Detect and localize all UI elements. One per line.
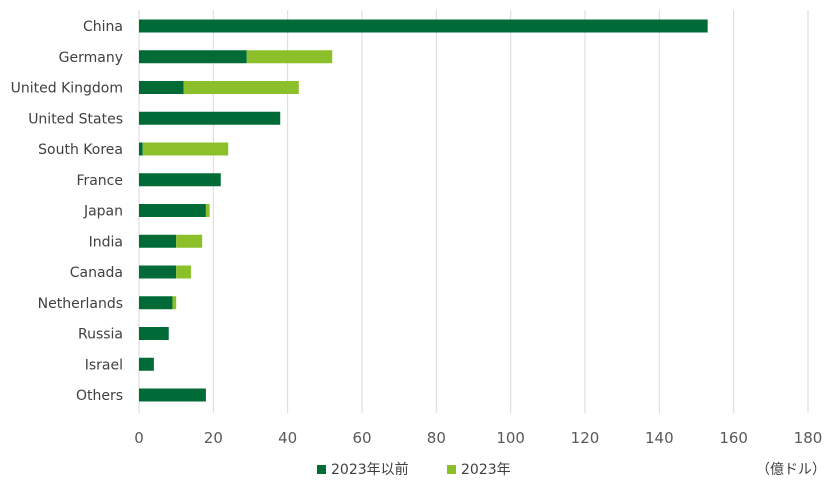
category-label-canada: Canada [70, 265, 123, 281]
x-tick-label: 80 [427, 429, 446, 447]
category-label-south-korea: South Korea [38, 142, 123, 158]
x-tick-label: 0 [134, 429, 144, 447]
category-label-netherlands: Netherlands [38, 296, 123, 312]
x-tick-label: 20 [204, 429, 223, 447]
bar-south-korea-series-1 [142, 142, 229, 156]
bar-united-kingdom-series-1 [183, 81, 299, 94]
bar-israel-series-0 [139, 357, 154, 371]
category-label-united-states: United States [28, 111, 123, 127]
bar-japan-series-1 [205, 204, 210, 217]
unit-label: （億ドル） [756, 462, 826, 478]
legend-label-2023: 2023年 [461, 462, 511, 478]
x-tick-labels: 0 20 40 60 80 100 120 140 160 180 [134, 429, 822, 447]
legend-swatch-2023 [447, 465, 456, 474]
bar-canada-series-0 [139, 265, 177, 279]
legend: 2023年以前 2023年 [317, 461, 511, 478]
bar-canada-series-1 [176, 265, 192, 279]
bar-france-series-0 [139, 173, 221, 187]
x-tick-label: 120 [571, 429, 600, 447]
legend-label-before-2023: 2023年以前 [331, 461, 409, 478]
category-label-france: France [76, 173, 123, 189]
x-tick-label: 180 [794, 429, 823, 447]
bar-china-series-0 [139, 19, 708, 33]
bar-germany-series-1 [246, 50, 333, 64]
category-label-united-kingdom: United Kingdom [11, 81, 123, 97]
x-tick-label: 140 [645, 429, 674, 447]
bar-russia-series-0 [139, 327, 169, 340]
category-label-china: China [83, 19, 123, 35]
category-label-japan: Japan [83, 204, 123, 220]
category-label-india: India [89, 234, 123, 250]
bar-netherlands-series-0 [139, 296, 173, 310]
x-tick-label: 100 [496, 429, 525, 447]
bar-south-korea-series-0 [139, 142, 143, 156]
category-labels: China Germany United Kingdom United States S… [11, 19, 123, 404]
bar-japan-series-0 [139, 204, 206, 217]
category-label-others: Others [76, 388, 123, 404]
bar-germany-series-0 [139, 50, 247, 64]
bar-india-series-1 [176, 234, 203, 248]
bar-united-kingdom-series-0 [139, 81, 184, 94]
x-tick-label: 60 [352, 429, 371, 447]
category-label-israel: Israel [85, 357, 123, 373]
x-tick-label: 40 [278, 429, 297, 447]
gridlines [138, 10, 809, 413]
category-label-russia: Russia [78, 327, 123, 343]
category-label-germany: Germany [59, 50, 123, 66]
x-tick-label: 160 [719, 429, 748, 447]
bar-netherlands-series-1 [172, 296, 177, 310]
bar-others-series-0 [139, 388, 206, 402]
bars [139, 19, 708, 402]
bar-united-states-series-0 [139, 111, 281, 125]
legend-swatch-before-2023 [317, 465, 326, 474]
bar-india-series-0 [139, 234, 177, 248]
